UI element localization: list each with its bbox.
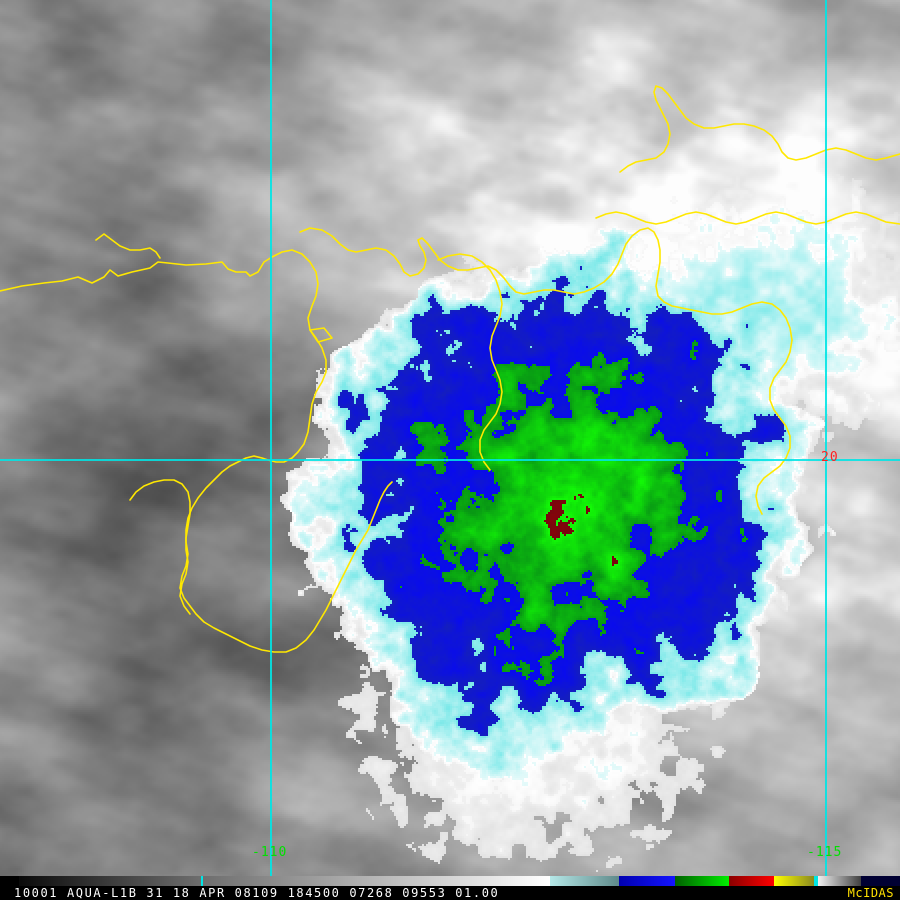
longitude-label: -115 <box>807 845 843 860</box>
colorbar-segment <box>675 876 729 886</box>
satellite-image-canvas[interactable]: 20 -110 -115 <box>0 0 900 876</box>
colorbar-segment <box>728 876 774 886</box>
colorbar-segment <box>200 876 204 886</box>
colorbar-segment <box>0 876 20 886</box>
colorbar-segment <box>861 876 900 886</box>
colorbar-segment <box>19 876 201 886</box>
colorbar-segment <box>814 876 818 886</box>
enhancement-colorbar[interactable] <box>0 876 900 886</box>
colorbar-segment <box>618 876 675 886</box>
mcidas-brand-label: McIDAS <box>847 886 894 900</box>
status-bar: 10001 AQUA-L1B 31 18 APR 08109 184500 07… <box>0 886 900 900</box>
colorbar-segment <box>817 876 862 886</box>
latitude-label: 20 <box>821 450 839 465</box>
longitude-label: -110 <box>252 845 288 860</box>
infrared-raster <box>0 0 900 876</box>
colorbar-segment <box>773 876 815 886</box>
colorbar-segment <box>203 876 550 886</box>
colorbar-segment <box>549 876 619 886</box>
status-text: 10001 AQUA-L1B 31 18 APR 08109 184500 07… <box>14 886 500 900</box>
